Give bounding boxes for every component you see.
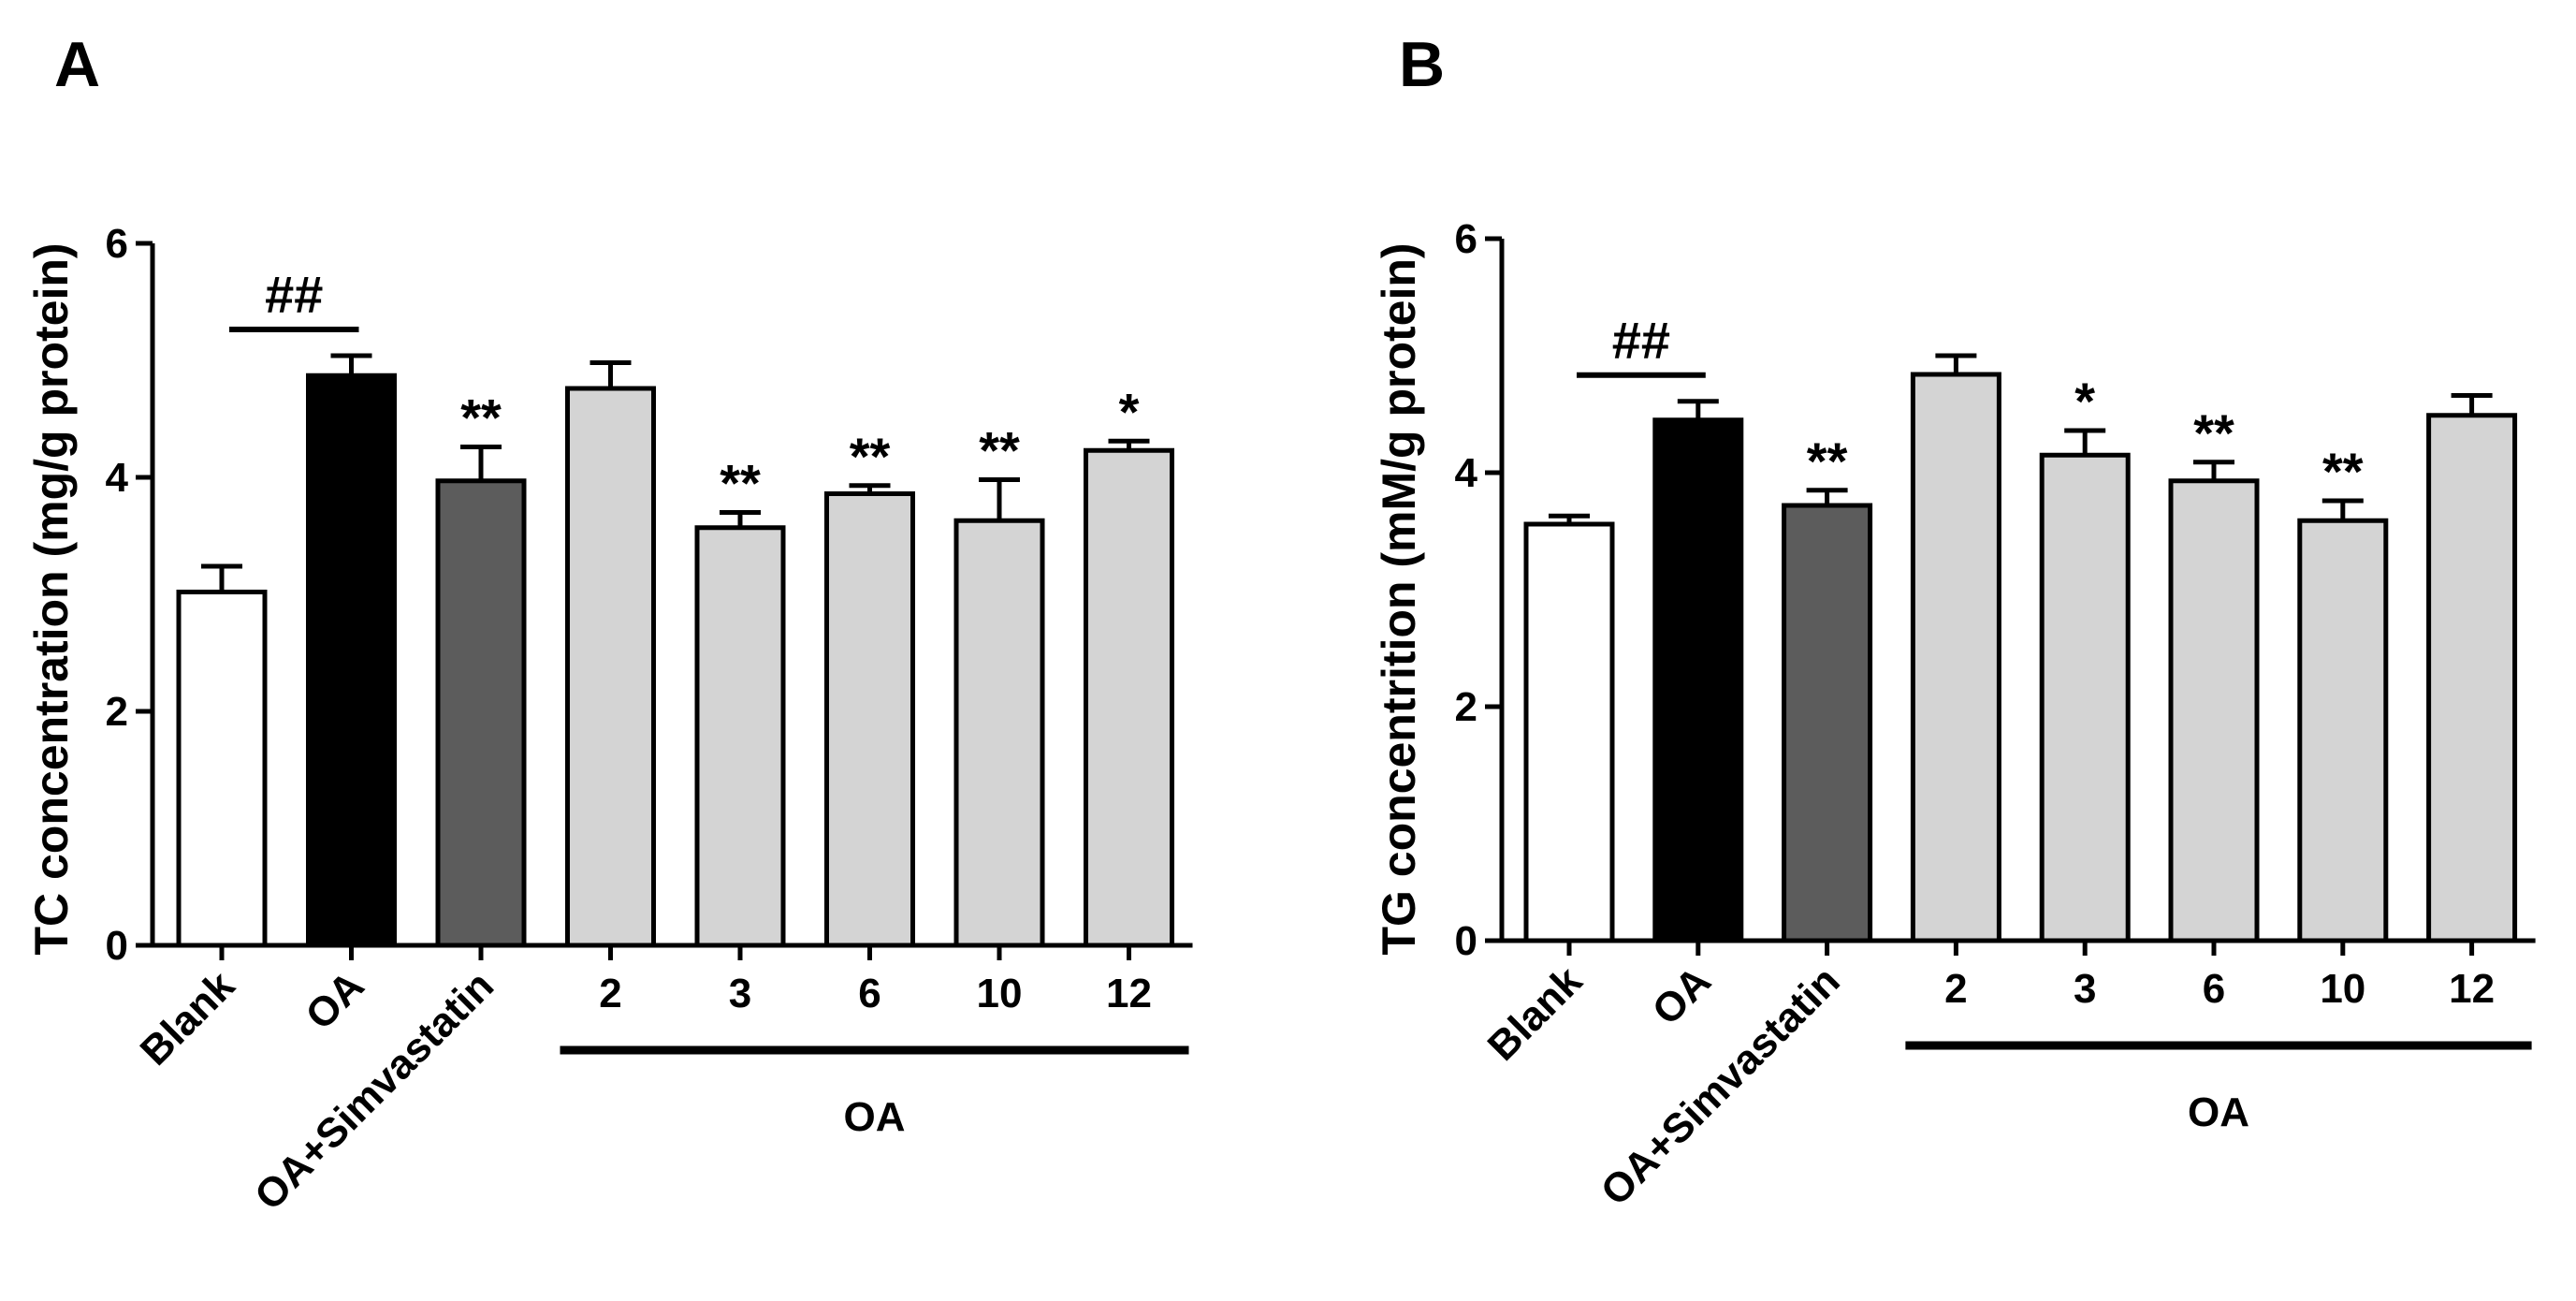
bar [953,518,1045,948]
bar [1782,503,1873,943]
x-tick-label: 6 [858,971,880,1016]
significance-label: * [1119,382,1140,441]
panel-b: B TG concentrition (mM/g protein) 0 2 4 6 Bl… [1373,29,2536,1215]
x-tick-label: 10 [977,971,1023,1016]
y-axis-label: TC concentration (mg/g protein) [25,242,78,955]
significance-label: ** [460,388,502,447]
x-tick-label: 2 [1944,966,1967,1012]
y-tick-label: 6 [106,221,128,267]
significance-label: ** [979,421,1020,480]
bar [435,478,527,948]
bar [2297,518,2389,943]
x-tick-label: Blank [1479,957,1592,1070]
y-tick-label: 4 [106,455,129,501]
significance-label: ** [850,427,891,486]
x-tick-label: 12 [1106,971,1152,1016]
comparison-label: ## [265,265,323,324]
x-tick-label: 2 [599,971,621,1016]
panel-letter: B [1399,29,1445,100]
x-tick-label: 3 [729,971,751,1016]
x-tick-label: OA+Simvastatin [246,962,502,1219]
y-tick-label: 6 [1455,216,1477,262]
y-tick-label: 0 [1455,918,1477,964]
bar [1523,521,1615,943]
panel-a: A TC concentration (mg/g protein) 0 2 4 6 Bl… [25,29,1193,1220]
bar [1652,417,1744,943]
group-label: OA [844,1094,906,1140]
significance-label: ** [2193,403,2234,462]
significance-label: ** [720,454,761,513]
significance-label: ** [2322,442,2364,501]
panel-letter: A [54,29,100,100]
bar [694,525,786,948]
group-label: OA [2188,1089,2249,1135]
x-tick-label: OA [297,962,372,1038]
bar [176,590,268,948]
bar [1910,372,2001,943]
bar [306,373,397,948]
y-tick-label: 4 [1455,450,1478,496]
y-tick-label: 2 [106,689,128,735]
bar [2168,478,2260,943]
y-tick-label: 0 [106,923,128,969]
comparison-label: ## [1612,311,1670,370]
x-tick-label: OA+Simvastatin [1593,957,1849,1214]
bar [824,491,915,948]
y-tick-label: 2 [1455,684,1477,730]
bar [1084,447,1174,948]
x-tick-label: 10 [2320,966,2365,1012]
bar [565,386,656,948]
y-axis-label: TG concentrition (mM/g protein) [1373,242,1425,955]
x-tick-label: 3 [2074,966,2096,1012]
bar [2039,452,2131,943]
bar [2426,413,2518,943]
x-tick-label: Blank [132,962,244,1074]
significance-label: ** [1807,431,1848,490]
x-tick-label: 12 [2449,966,2495,1012]
x-tick-label: 6 [2203,966,2225,1012]
x-tick-label: OA [1644,957,1720,1033]
significance-label: * [2074,372,2095,431]
